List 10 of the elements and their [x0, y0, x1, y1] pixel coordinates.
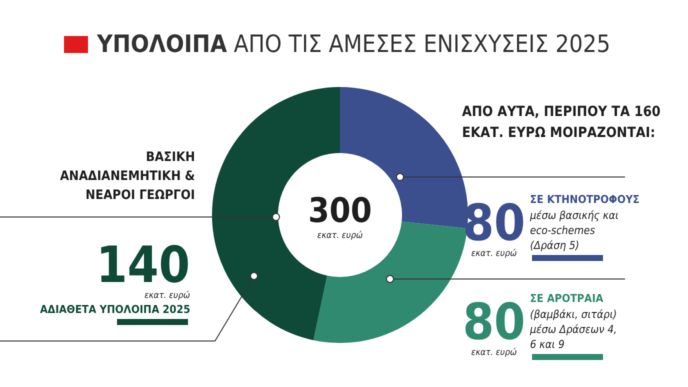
slice-label: ΣΕ ΑΡΟΤΡΑΙΑ [530, 292, 604, 305]
text: εκατ. ευρώ [316, 231, 364, 241]
text: μέσω βασικής και eco-schemes (Δράση 5) [530, 208, 620, 253]
slice-label: ΣΕ ΚΤΗΝΟΤΡΟΦΟΥΣ [530, 193, 640, 206]
text: ΑΠΟ ΑΥΤΑ, ΠΕΡΙΠΟΥ ΤΑ 160 ΕΚΑΤ. ΕΥΡΩ ΜΟΙΡΑΖΟΝΤΑΙ: [462, 103, 662, 143]
text: (βαμβάκι, σιτάρι) μέσω Δράσεων 4, 6 και 9 [530, 307, 618, 352]
chart-title: ΥΠΟΛΟΙΠΑ ΑΠΟ ΤΙΣ ΑΜΕΣΕΣ ΕΝΙΣΧΥΣΕΙΣ 2025 [97, 30, 610, 58]
slice-label: ΑΔΙΑΘΕΤΑ ΥΠΟΛΟΙΠΑ 2025 [40, 303, 190, 316]
text: ΒΑΣΙΚΗ ΑΝΑΔΙΑΝΕΜΗΤΙΚΗ & ΝΕΑΡΟΙ ΓΕΩΡΓΟΙ [60, 149, 196, 205]
text: 300 [307, 191, 373, 231]
